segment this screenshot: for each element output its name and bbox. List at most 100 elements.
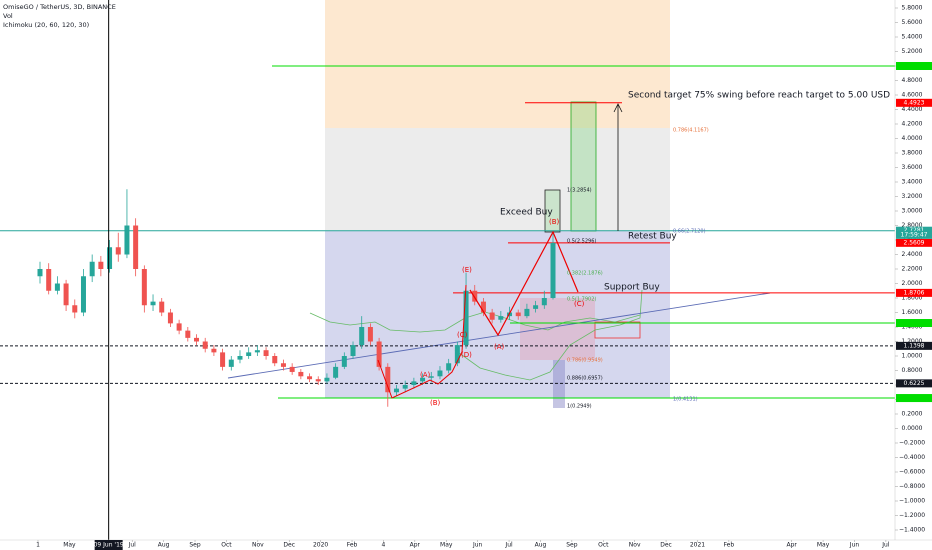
y-tick-label: 5.8000	[902, 5, 923, 12]
candle-body	[489, 312, 495, 320]
candle-body	[72, 305, 78, 313]
wave-line	[469, 230, 579, 337]
candle-body	[254, 350, 260, 353]
candle-body	[280, 363, 286, 367]
indicator: Ichimoku (20, 60, 120, 30)	[3, 21, 89, 29]
candle-body	[150, 301, 156, 306]
candle-body	[54, 283, 60, 291]
y-tick-label: 3.8000	[902, 150, 923, 157]
candle-body	[37, 269, 43, 277]
x-tick-label: Sep	[189, 542, 201, 549]
y-tick-label: 0.8000	[902, 367, 923, 374]
y-tick-label: 5.2000	[902, 48, 923, 55]
price-label: 1.1398	[904, 342, 925, 349]
candle-body	[376, 341, 382, 367]
x-tick-label: Oct	[221, 542, 232, 549]
candle-body	[272, 356, 278, 364]
candle-body	[463, 290, 469, 346]
x-tick-label: Jul	[504, 542, 513, 549]
y-tick-label: 3.4000	[902, 179, 923, 186]
candle-body	[185, 330, 191, 338]
indicator: Vol	[3, 12, 13, 20]
candle-body	[98, 261, 104, 269]
candle-body	[333, 366, 339, 378]
y-tick-label: 0.0000	[902, 425, 923, 432]
candle-body	[446, 363, 452, 371]
price-label: 2.5609	[904, 239, 925, 246]
wave-line	[377, 284, 467, 399]
wave-label: (C)	[574, 300, 585, 308]
y-tick-label: 1.2000	[902, 338, 923, 345]
candle-body	[237, 356, 243, 360]
annotation: Retest Buy	[628, 232, 677, 242]
y-tick-label: 3.6000	[902, 164, 923, 171]
wave-label: (B)	[549, 218, 560, 226]
fib-label: 0.66(2.7120)	[673, 229, 706, 235]
wave-label: (A)	[494, 343, 505, 351]
candle-body	[315, 379, 321, 382]
countdown-bg	[896, 230, 932, 239]
ichimoku-line	[309, 311, 641, 333]
y-tick-label: 5.4000	[902, 34, 923, 41]
x-tick-label: Jul	[881, 542, 890, 549]
x-tick-label: Sep	[566, 542, 578, 549]
countdown: 17:59:47	[901, 231, 928, 238]
price-label-bg	[896, 341, 932, 350]
y-tick-label: 1.8000	[902, 295, 923, 302]
candle-body	[220, 352, 226, 367]
candle-body	[541, 298, 547, 306]
y-tick-label: 1.0000	[902, 353, 923, 360]
y-tick-label: 4.8000	[902, 77, 923, 84]
price-label-bg	[896, 394, 932, 403]
y-tick-label: 4.6000	[902, 92, 923, 99]
candle-body	[263, 350, 269, 356]
candle-body	[533, 305, 539, 309]
y-tick-label: −1.0000	[899, 498, 925, 505]
x-tick-label: Apr	[786, 542, 797, 549]
candle-body	[89, 261, 95, 277]
wave-label: (A)	[420, 371, 431, 379]
zone	[520, 298, 595, 360]
x-tick-label: May	[440, 542, 453, 549]
y-tick-label: 2.0000	[902, 280, 923, 287]
candle-body	[307, 376, 313, 380]
candle-body	[211, 348, 217, 353]
target-box	[570, 101, 597, 232]
candle-body	[133, 225, 139, 269]
candle-body	[411, 381, 417, 385]
x-tick-label: Dec	[660, 542, 672, 549]
x-tick-label: Aug	[158, 542, 170, 549]
candle-body	[298, 371, 304, 377]
candle-body	[46, 269, 52, 291]
candle-body	[480, 301, 486, 313]
price-label-bg	[896, 226, 932, 235]
fib-label: 0.886(0.6957)	[567, 376, 603, 382]
price-label-bg	[896, 62, 932, 70]
x-tick-label: Jun	[472, 542, 483, 549]
x-tick-label: Nov	[252, 542, 264, 549]
candle-body	[498, 316, 504, 320]
candle-body	[341, 356, 347, 367]
symbol-title: OmiseGO / TetherUS, 3D, BINANCE	[3, 3, 116, 11]
candle-body	[159, 301, 165, 313]
candle-body	[324, 377, 330, 382]
wave-label: (D)	[461, 351, 472, 359]
candle-body	[246, 352, 252, 356]
price-label-bg	[896, 288, 932, 297]
candle-body	[359, 327, 365, 346]
candle-body	[228, 359, 234, 367]
fib-label: 1(0.2949)	[567, 404, 592, 410]
x-tick-label: Jun	[849, 542, 860, 549]
candle-body	[124, 225, 130, 255]
x-tick-label: Aug	[535, 542, 547, 549]
candle-body	[367, 327, 373, 342]
x-tick-label: May	[817, 542, 830, 549]
y-tick-label: −0.6000	[899, 469, 925, 476]
trend-line	[227, 292, 771, 379]
y-tick-label: 2.8000	[902, 222, 923, 229]
x-tick-label: Nov	[629, 542, 641, 549]
candle-body	[550, 242, 556, 298]
y-tick-label: 3.2000	[902, 193, 923, 200]
